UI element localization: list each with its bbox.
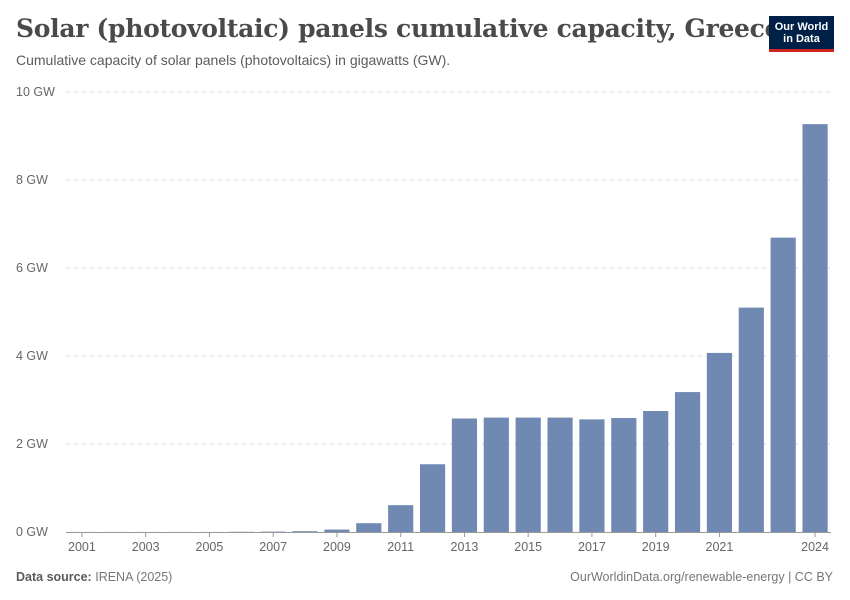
chart-title: Solar (photovoltaic) panels cumulative c… [16, 14, 781, 43]
x-tick-label: 2009 [323, 540, 351, 554]
data-source-value: IRENA (2025) [95, 570, 173, 584]
bar-2022[interactable] [738, 307, 764, 532]
x-tick-label: 2003 [132, 540, 160, 554]
x-tick-label: 2021 [706, 540, 734, 554]
x-axis-ticks: 2001 2003 2005 2007 2009 2011 2013 2015 2017 2019… [68, 532, 829, 554]
y-tick-label: 6 GW [16, 261, 48, 275]
x-tick-label: 2024 [801, 540, 829, 554]
chart-subtitle: Cumulative capacity of solar panels (pho… [16, 52, 451, 68]
bar-2018[interactable] [611, 418, 637, 532]
y-tick-label: 4 GW [16, 349, 48, 363]
bar-2021[interactable] [706, 352, 733, 532]
bar-2008[interactable] [292, 531, 318, 532]
x-tick-label: 2015 [514, 540, 542, 554]
y-tick-label: 2 GW [16, 437, 48, 451]
bar-2019[interactable] [643, 411, 669, 532]
bar-2012[interactable] [419, 464, 446, 532]
x-tick-label: 2005 [196, 540, 224, 554]
logo-line-2: in Data [783, 33, 820, 45]
x-tick-label: 2019 [642, 540, 670, 554]
bar-2020[interactable] [674, 392, 701, 532]
bar-2011[interactable] [388, 505, 414, 532]
x-tick-label: 2001 [68, 540, 96, 554]
bar-2014[interactable] [483, 417, 509, 532]
owid-logo[interactable]: Our World in Data [769, 16, 834, 52]
bar-2017[interactable] [579, 419, 605, 532]
data-source-label: Data source: [16, 570, 92, 584]
y-axis-ticks: 0 GW 2 GW 4 GW 6 GW 8 GW 10 GW [16, 85, 55, 539]
bar-2023[interactable] [770, 237, 796, 532]
bars [69, 124, 828, 533]
bar-2009[interactable] [324, 529, 350, 532]
x-tick-label: 2017 [578, 540, 606, 554]
footer-link[interactable]: OurWorldinData.org/renewable-energy | CC… [570, 570, 833, 584]
x-tick-label: 2007 [259, 540, 287, 554]
y-tick-label: 8 GW [16, 173, 48, 187]
bar-2024[interactable] [802, 124, 828, 533]
logo-line-1: Our World [774, 21, 829, 33]
y-tick-label: 0 GW [16, 525, 48, 539]
y-tick-label: 10 GW [16, 85, 55, 99]
x-tick-label: 2011 [387, 540, 414, 554]
data-source: Data source: IRENA (2025) [16, 570, 172, 584]
bar-2016[interactable] [547, 417, 573, 532]
bar-2013[interactable] [451, 418, 478, 532]
x-tick-label: 2013 [451, 540, 479, 554]
bar-2015[interactable] [515, 417, 541, 532]
bar-2010[interactable] [356, 523, 382, 532]
